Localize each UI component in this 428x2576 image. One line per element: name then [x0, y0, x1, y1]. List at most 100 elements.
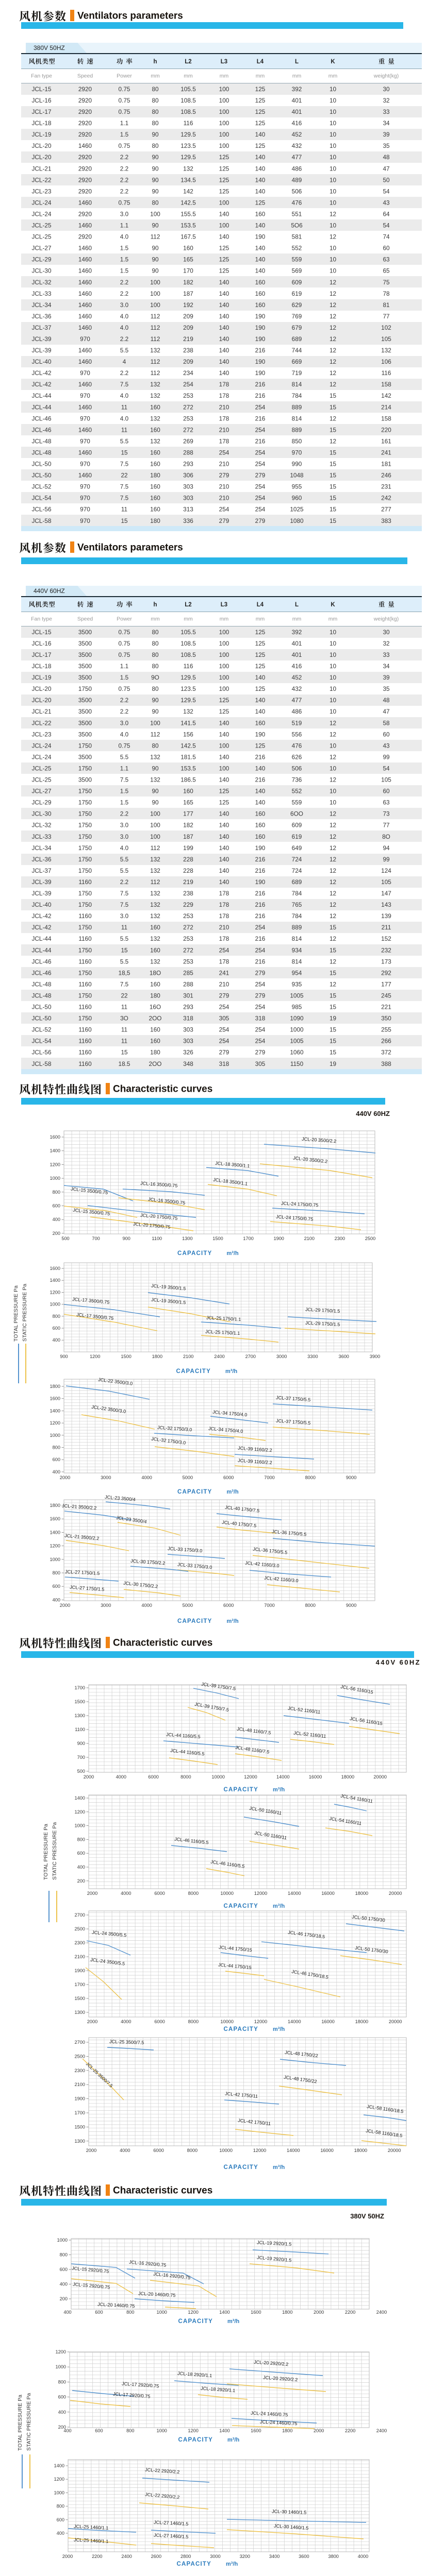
- svg-text:2100: 2100: [75, 2082, 85, 2087]
- svg-text:JCL-25: JCL-25: [31, 765, 51, 772]
- svg-text:7000: 7000: [264, 1475, 274, 1480]
- svg-text:m³/h: m³/h: [273, 2164, 285, 2171]
- svg-text:1900: 1900: [75, 2096, 85, 2102]
- svg-text:JCL-44: JCL-44: [31, 935, 51, 942]
- svg-text:100: 100: [219, 742, 229, 749]
- svg-text:9O: 9O: [151, 674, 159, 681]
- svg-text:5.5: 5.5: [120, 753, 129, 760]
- svg-text:306: 306: [183, 472, 193, 479]
- svg-text:2000: 2000: [314, 2310, 324, 2315]
- svg-text:140: 140: [219, 211, 229, 218]
- svg-text:K: K: [331, 602, 335, 608]
- svg-text:190: 190: [255, 358, 266, 365]
- svg-text:2920: 2920: [78, 233, 92, 241]
- svg-text:JCL-48: JCL-48: [31, 980, 51, 988]
- svg-text:1600: 1600: [50, 1134, 60, 1140]
- svg-text:10: 10: [330, 267, 337, 275]
- svg-text:Power: Power: [117, 616, 132, 622]
- svg-text:0.75: 0.75: [119, 640, 130, 647]
- svg-text:1460: 1460: [78, 347, 92, 354]
- svg-text:1500: 1500: [75, 1996, 85, 2001]
- svg-text:629: 629: [292, 301, 302, 309]
- svg-text:1460: 1460: [78, 403, 92, 411]
- svg-text:1700: 1700: [75, 1982, 85, 1987]
- svg-text:3400: 3400: [269, 2554, 279, 2559]
- svg-text:JCL-25 1460/1.1: JCL-25 1460/1.1: [74, 2524, 109, 2531]
- svg-text:JCL-44: JCL-44: [31, 946, 51, 954]
- svg-text:160: 160: [150, 946, 160, 954]
- svg-text:800: 800: [77, 1837, 85, 1842]
- svg-text:JCL-16 2920/0.75: JCL-16 2920/0.75: [153, 2272, 191, 2281]
- svg-text:140: 140: [219, 856, 229, 863]
- svg-text:JCL-58 1160/18.5: JCL-58 1160/18.5: [367, 2104, 404, 2114]
- svg-text:JCL-54: JCL-54: [31, 495, 51, 502]
- svg-text:100: 100: [219, 142, 229, 149]
- svg-text:15: 15: [330, 1038, 337, 1045]
- svg-text:1460: 1460: [78, 301, 92, 309]
- svg-text:16000: 16000: [321, 2019, 335, 2024]
- svg-text:JCL-34 1750/4.0: JCL-34 1750/4.0: [212, 1410, 248, 1418]
- svg-text:JCL-33 1750/3.0: JCL-33 1750/3.0: [168, 1546, 203, 1554]
- svg-text:489: 489: [292, 176, 302, 183]
- svg-text:3200: 3200: [240, 2554, 250, 2559]
- svg-text:7.5: 7.5: [120, 461, 129, 468]
- svg-text:3.0: 3.0: [120, 822, 129, 829]
- svg-text:336: 336: [183, 517, 193, 524]
- svg-text:JCL-18: JCL-18: [31, 120, 51, 127]
- svg-text:178: 178: [219, 381, 229, 388]
- svg-text:486: 486: [292, 708, 302, 715]
- svg-text:1400: 1400: [50, 1148, 60, 1154]
- svg-text:132: 132: [150, 776, 160, 784]
- svg-text:303: 303: [183, 1038, 193, 1045]
- svg-text:Fan type: Fan type: [31, 73, 52, 79]
- svg-text:Ventilators parameters: Ventilators parameters: [77, 543, 183, 553]
- svg-text:JCL-24 3500/5.5: JCL-24 3500/5.5: [92, 1930, 127, 1938]
- svg-text:1750: 1750: [78, 844, 92, 852]
- svg-text:900: 900: [123, 1236, 130, 1241]
- svg-text:477: 477: [292, 154, 302, 161]
- svg-text:178: 178: [219, 935, 229, 942]
- svg-text:15: 15: [330, 495, 337, 502]
- svg-text:228: 228: [183, 856, 193, 863]
- svg-text:132: 132: [150, 856, 160, 863]
- svg-text:700: 700: [77, 1755, 85, 1760]
- svg-text:10: 10: [330, 708, 337, 715]
- svg-text:2400: 2400: [376, 2310, 387, 2315]
- svg-text:970: 970: [80, 506, 90, 513]
- svg-text:519: 519: [292, 719, 302, 726]
- svg-text:CAPACITY: CAPACITY: [223, 2026, 258, 2032]
- svg-text:132: 132: [183, 708, 193, 715]
- svg-text:100: 100: [150, 822, 160, 829]
- svg-text:2300: 2300: [75, 2068, 85, 2073]
- svg-text:4000: 4000: [121, 1891, 131, 1896]
- svg-text:JCL-25: JCL-25: [31, 776, 51, 784]
- svg-text:305: 305: [219, 1015, 229, 1022]
- svg-text:10000: 10000: [211, 1774, 225, 1780]
- svg-text:1200: 1200: [90, 1354, 100, 1359]
- svg-text:18000: 18000: [341, 1774, 355, 1780]
- svg-text:293: 293: [183, 461, 193, 468]
- svg-text:125: 125: [255, 742, 266, 749]
- svg-text:m³/h: m³/h: [273, 1787, 285, 1793]
- svg-text:1460: 1460: [78, 245, 92, 252]
- svg-text:2500: 2500: [75, 2054, 85, 2059]
- svg-text:JCL-42: JCL-42: [31, 912, 51, 920]
- svg-text:10000: 10000: [220, 1891, 234, 1896]
- svg-text:254: 254: [255, 946, 266, 954]
- svg-text:5.5: 5.5: [120, 935, 129, 942]
- svg-text:272: 272: [183, 924, 193, 931]
- svg-text:112: 112: [151, 878, 160, 886]
- svg-text:219: 219: [183, 335, 193, 343]
- svg-text:238: 238: [183, 347, 193, 354]
- svg-text:90: 90: [152, 708, 159, 715]
- svg-text:CAPACITY: CAPACITY: [178, 2318, 213, 2325]
- svg-text:125: 125: [255, 640, 266, 647]
- svg-text:15: 15: [330, 461, 337, 468]
- svg-text:8000: 8000: [305, 1475, 316, 1480]
- svg-text:1750: 1750: [78, 924, 92, 931]
- svg-text:m³/h: m³/h: [225, 1368, 238, 1375]
- svg-text:219: 219: [183, 878, 193, 886]
- svg-text:1.5: 1.5: [120, 788, 129, 795]
- svg-text:12: 12: [330, 867, 336, 874]
- svg-text:JCL-25 3500/7.5: JCL-25 3500/7.5: [109, 2039, 144, 2045]
